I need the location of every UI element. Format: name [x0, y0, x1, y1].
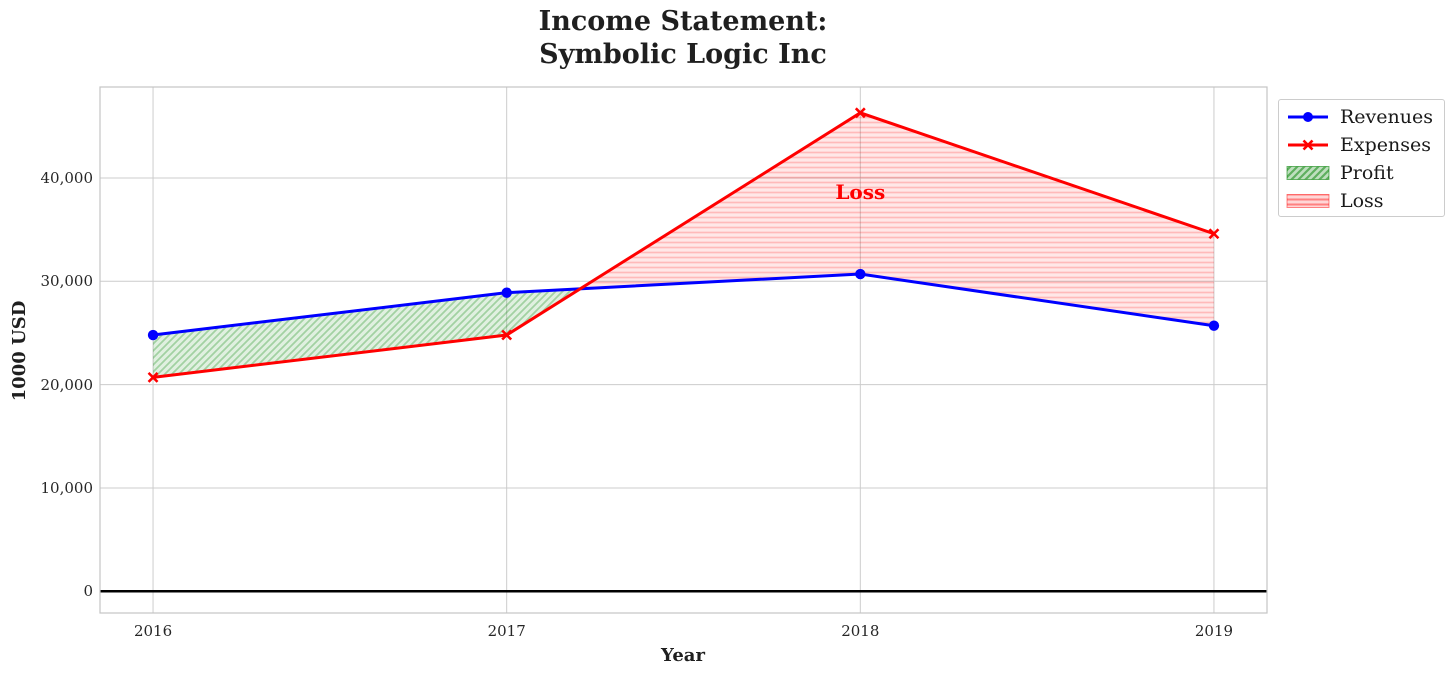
x-axis-label: Year [661, 645, 705, 666]
y-tick-label: 40,000 [40, 168, 94, 187]
revenues-marker [855, 268, 866, 280]
expenses-marker [854, 107, 866, 119]
chart-title-line2: Symbolic Logic Inc [539, 39, 827, 70]
y-tick-label: 30,000 [40, 272, 94, 291]
chart-title: Income Statement: Symbolic Logic Inc [383, 5, 983, 71]
x-tick-label: 2018 [841, 622, 880, 640]
expenses-marker [501, 329, 513, 341]
legend-label-revenues: Revenues [1340, 106, 1433, 128]
legend-sample-loss-icon [1286, 192, 1330, 210]
x-tick-label: 2019 [1194, 622, 1234, 640]
revenues-marker [1208, 320, 1220, 331]
legend-item-revenues: Revenues [1286, 103, 1444, 131]
plot-border [99, 86, 1268, 614]
legend-sample-revenues-icon [1286, 108, 1330, 126]
expenses-marker [147, 371, 159, 383]
legend-item-profit: Profit [1286, 159, 1444, 187]
profit-area-hatch [153, 288, 581, 378]
legend-sample-profit-icon [1286, 164, 1330, 182]
revenues-marker [501, 287, 512, 298]
revenues-line [152, 272, 1215, 337]
chart-title-line1: Income Statement: [538, 6, 828, 37]
legend-item-expenses: Expenses [1286, 131, 1444, 159]
x-tick-label: 2016 [133, 622, 173, 640]
loss-annotation: Loss [835, 180, 886, 205]
expenses-marker [1208, 228, 1220, 240]
legend-label-loss: Loss [1340, 190, 1384, 212]
revenues-marker [147, 329, 159, 341]
legend-label-profit: Profit [1340, 162, 1394, 184]
legend-item-loss: Loss [1286, 187, 1444, 215]
loss-area-hatch [580, 112, 1214, 326]
y-tick-label: 0 [83, 582, 93, 601]
legend: Revenues Expenses Profit Loss [1278, 99, 1445, 217]
legend-sample-expenses-icon [1286, 136, 1330, 154]
y-tick-label: 20,000 [40, 375, 94, 394]
y-tick-label: 10,000 [40, 478, 94, 497]
expenses-line [152, 111, 1215, 379]
x-tick-label: 2017 [487, 622, 526, 640]
legend-label-expenses: Expenses [1340, 134, 1431, 156]
